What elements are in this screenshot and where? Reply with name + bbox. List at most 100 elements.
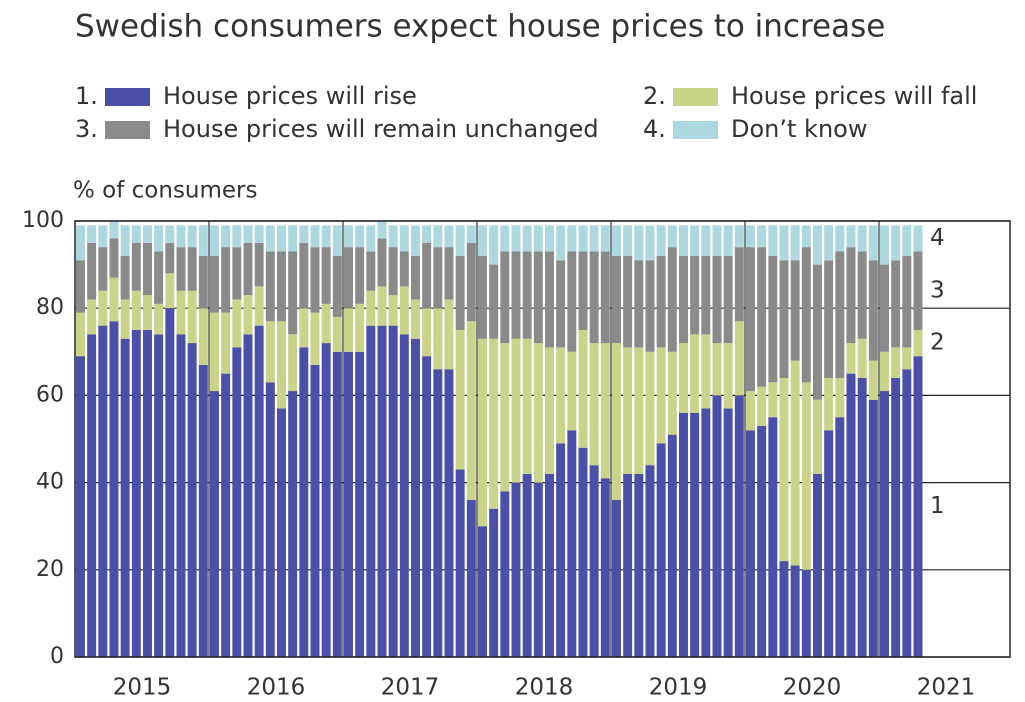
bar-segment <box>265 382 275 657</box>
bar-segment <box>578 251 588 330</box>
chart-title: Swedish consumers expect house prices to… <box>75 9 885 45</box>
bar-segment <box>679 412 688 657</box>
bar-segment <box>701 225 711 256</box>
bar-segment <box>913 225 923 252</box>
bar-segment <box>321 225 331 248</box>
bar-segment <box>399 251 409 287</box>
bar-segment <box>455 330 465 470</box>
bar-segment <box>891 225 901 261</box>
bar-segment <box>344 351 353 657</box>
bar-segment <box>902 255 912 348</box>
bar-segment <box>254 225 264 243</box>
bar-segment <box>187 343 197 657</box>
legend-label: House prices will remain unchanged <box>163 115 599 143</box>
legend-label: House prices will fall <box>731 82 977 110</box>
bar-segment <box>790 565 800 657</box>
bar-segment <box>511 482 521 657</box>
bar-segment <box>813 399 822 474</box>
bar-segment <box>768 417 778 657</box>
bar-segment <box>723 255 733 344</box>
bar-segment <box>165 308 175 657</box>
bar-segment <box>757 386 767 426</box>
bar-segment <box>556 225 566 261</box>
bar-segment <box>656 347 666 444</box>
bar-segment <box>455 255 465 330</box>
bar-segment <box>790 260 800 361</box>
bar-segment <box>478 225 487 256</box>
x-tick-label: 2016 <box>247 675 306 701</box>
bar-segment <box>455 225 465 256</box>
bar-segment <box>165 242 175 274</box>
bar-segment <box>690 255 700 335</box>
bar-segment <box>399 225 409 252</box>
bar-segment <box>143 242 152 296</box>
bar-segment <box>478 526 487 657</box>
x-tick-label: 2017 <box>381 675 440 701</box>
bar-segment <box>265 321 275 383</box>
bar-segment <box>913 356 923 657</box>
bar-segment <box>120 299 130 339</box>
bar-segment <box>656 255 666 348</box>
y-tick-label: 60 <box>36 382 64 407</box>
bar-segment <box>321 247 331 304</box>
bar-segment <box>221 312 231 374</box>
bar-segment <box>444 369 454 657</box>
bar-segment <box>757 425 767 657</box>
bar-segment <box>545 251 554 348</box>
bar-segment <box>76 312 85 357</box>
bar-segment <box>846 247 856 344</box>
bar-segment <box>210 391 219 657</box>
bar-segment <box>310 312 320 365</box>
bar-segment <box>835 251 845 378</box>
bar-segment <box>600 251 610 344</box>
bar-segment <box>746 391 755 431</box>
bar-segment <box>734 247 744 322</box>
bar-segment <box>366 325 376 657</box>
bar-segment <box>612 500 621 657</box>
bar-segment <box>690 225 700 256</box>
bar-segment <box>634 347 644 474</box>
bar-segment <box>612 255 621 344</box>
bar-segment <box>500 491 510 657</box>
bar-segment <box>243 225 253 243</box>
bar-segment <box>143 225 152 243</box>
bar-segment <box>891 347 901 378</box>
bar-segment <box>366 290 376 326</box>
bar-segment <box>600 343 610 479</box>
bar-segment <box>277 251 286 322</box>
legend-key: 3. <box>75 115 98 143</box>
y-tick-label: 80 <box>36 295 64 320</box>
bar-segment <box>567 251 577 352</box>
bar-segment <box>645 351 655 466</box>
bar-segment <box>634 473 644 657</box>
legend-label: Don’t know <box>731 115 867 143</box>
bar-segment <box>813 473 822 657</box>
legend-key: 1. <box>75 82 98 110</box>
bar-segment <box>623 255 633 348</box>
bar-segment <box>824 377 834 431</box>
bar-segment <box>131 290 141 330</box>
bar-segment <box>545 225 554 252</box>
bar-segment <box>578 447 588 657</box>
bar-segment <box>679 255 688 344</box>
bar-segment <box>489 264 499 339</box>
bar-segment <box>466 225 476 243</box>
bar-segment <box>511 338 521 483</box>
bar-segment <box>455 469 465 657</box>
bar-segment <box>277 225 286 252</box>
bar-segment <box>466 242 476 322</box>
bar-segment <box>701 408 711 657</box>
legend-swatch <box>105 88 150 106</box>
y-tick-label: 100 <box>22 208 64 233</box>
bar-segment <box>310 225 320 248</box>
bar-segment <box>824 225 834 261</box>
bar-segment <box>422 242 432 309</box>
bar-segment <box>433 308 443 370</box>
bar-segment <box>801 569 811 657</box>
bar-segment <box>556 260 566 348</box>
bar-segment <box>120 225 130 256</box>
bar-segment <box>221 247 231 313</box>
bar-segment <box>176 334 186 657</box>
bar-segment <box>533 482 543 657</box>
bar-segment <box>176 225 186 248</box>
